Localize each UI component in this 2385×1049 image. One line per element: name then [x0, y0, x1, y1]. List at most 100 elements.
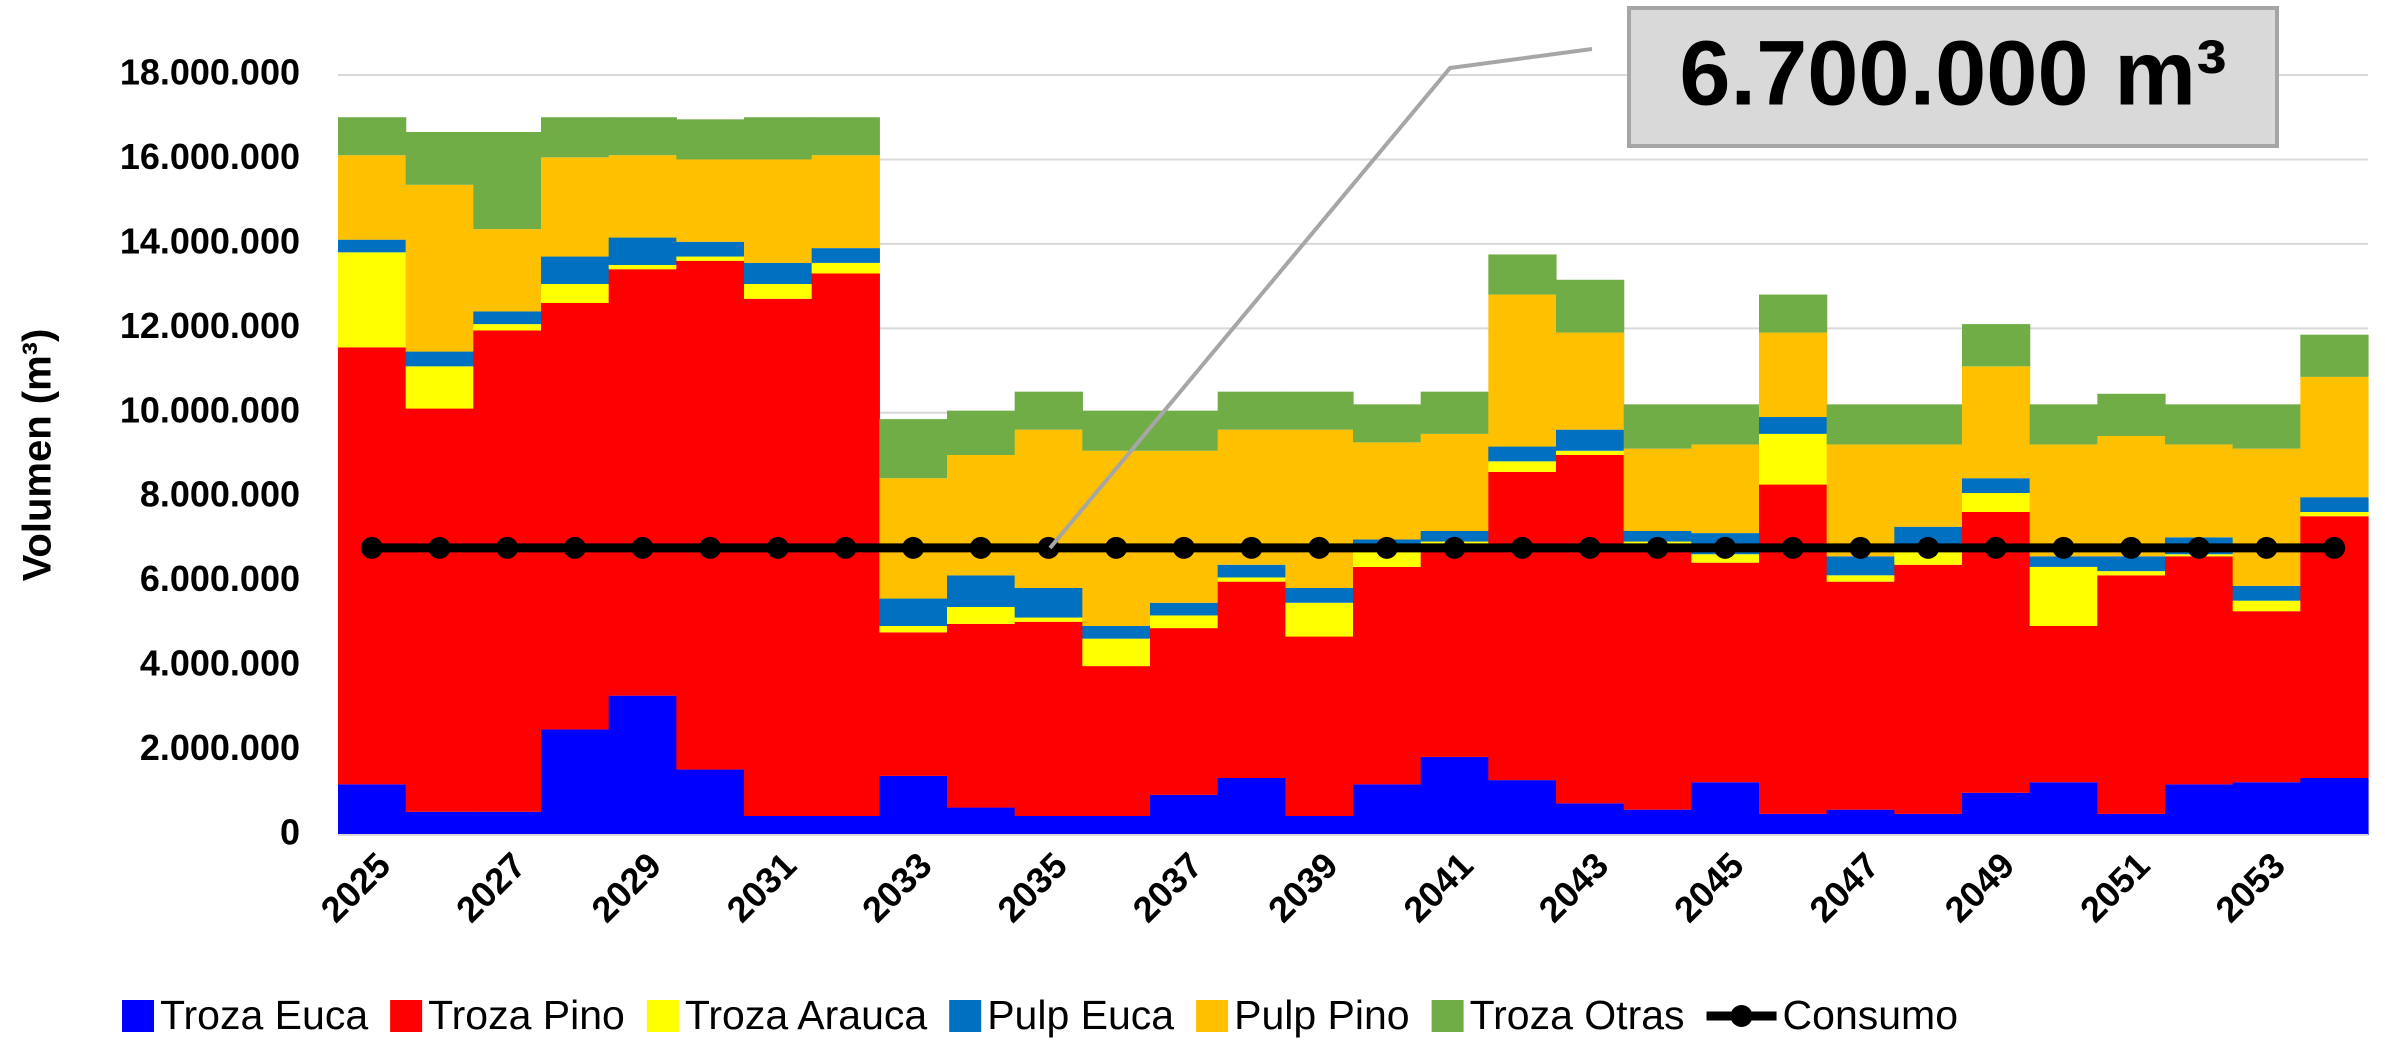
consumo-marker — [2187, 536, 2210, 559]
consumo-marker — [2323, 536, 2346, 559]
bar-segment — [811, 262, 880, 274]
bar-segment — [676, 256, 745, 261]
bar-segment — [1150, 602, 1219, 616]
bar-segment — [947, 807, 1016, 835]
bar-segment — [1962, 366, 2031, 479]
bar-segment — [541, 256, 610, 284]
bar-segment — [1962, 324, 2031, 367]
x-tick-label: 2025 — [313, 844, 399, 930]
bar-segment — [2300, 516, 2369, 778]
bar-segment — [1759, 484, 1828, 814]
bar-segment — [2232, 585, 2301, 601]
consumo-marker — [2120, 536, 2143, 559]
consumo-marker — [1984, 536, 2007, 559]
consumo-marker — [834, 536, 857, 559]
legend-label: Pulp Pino — [1234, 992, 1410, 1038]
bar-segment — [1488, 471, 1557, 781]
bar-segment — [1353, 566, 1422, 785]
bar-segment — [405, 408, 474, 812]
bar-segment — [1623, 531, 1692, 542]
legend-swatch — [949, 1000, 982, 1032]
bar-segment — [1217, 577, 1286, 582]
y-axis-label: Volumen (m³) — [16, 329, 60, 582]
consumo-marker — [1917, 536, 1940, 559]
bar-segment — [744, 284, 813, 299]
bar-segment — [1691, 562, 1760, 783]
bar-segment — [541, 284, 610, 303]
bar-segment — [1759, 813, 1828, 835]
bar-segment — [541, 117, 610, 158]
bar-segment — [1556, 279, 1625, 333]
bar-segment — [405, 811, 474, 835]
bar-segment — [2029, 556, 2098, 567]
bar-segment — [541, 157, 610, 257]
x-tick-label: 2051 — [2072, 844, 2158, 930]
bar-segment — [744, 816, 813, 835]
bar-segment — [2029, 566, 2098, 626]
legend-swatch — [1431, 1000, 1464, 1032]
y-tick-label: 16.000.000 — [120, 136, 300, 177]
bar-segment — [2300, 512, 2369, 517]
bar-segment — [811, 155, 880, 249]
bar-segment — [1691, 444, 1760, 534]
consumo-marker — [902, 536, 925, 559]
bar-segment — [2029, 782, 2098, 835]
bar-segment — [1150, 450, 1219, 603]
bar-segment — [947, 623, 1016, 808]
consumo-marker — [1511, 536, 1534, 559]
bar-segment — [1082, 816, 1151, 835]
bar-segment — [2029, 404, 2098, 445]
bar-segment — [2232, 600, 2301, 612]
bar-segment — [338, 252, 407, 348]
bar-segment — [473, 311, 542, 325]
consumo-marker — [766, 536, 789, 559]
bar-segment — [1420, 543, 1489, 757]
bar-segment — [2097, 436, 2166, 557]
bar-segment — [1894, 404, 1963, 445]
bar-segment — [2232, 404, 2301, 449]
bar-segment — [2097, 571, 2166, 576]
annotation-leader — [1048, 47, 1593, 550]
bar-segment — [473, 330, 542, 812]
consumo-marker — [631, 536, 654, 559]
x-tick-label: 2047 — [1801, 844, 1887, 930]
bar-segment — [1623, 543, 1692, 810]
bar-segment — [1285, 602, 1354, 637]
bar-segment — [1894, 813, 1963, 835]
bar-segment — [2165, 556, 2234, 785]
bar-segment — [1962, 792, 2031, 835]
y-tick-label: 6.000.000 — [140, 558, 300, 599]
bar-segment — [1556, 450, 1625, 455]
consumo-marker — [1240, 536, 1263, 559]
consumo-marker — [1714, 536, 1737, 559]
bar-segment — [1285, 429, 1354, 588]
bar-segment — [947, 575, 1016, 607]
consumo-marker — [2255, 536, 2278, 559]
x-tick-label: 2027 — [448, 844, 534, 930]
bar-segment — [1353, 442, 1422, 540]
bar-segment — [2097, 393, 2166, 436]
bar-segment — [811, 816, 880, 835]
legend-swatch — [1196, 1000, 1229, 1032]
bar-segment — [1894, 444, 1963, 527]
bar-segment — [541, 303, 610, 730]
bar-segment — [1420, 391, 1489, 434]
x-tick-label: 2043 — [1531, 844, 1617, 930]
bar-segment — [744, 117, 813, 160]
y-tick-label: 12.000.000 — [120, 305, 300, 346]
y-tick-label: 4.000.000 — [140, 643, 300, 684]
legend-label: Troza Arauca — [685, 992, 928, 1038]
bar-segment — [2165, 784, 2234, 835]
x-tick-label: 2035 — [989, 844, 1075, 930]
bar-segment — [1759, 332, 1828, 417]
bar-segment — [676, 241, 745, 257]
x-tick-label: 2049 — [1937, 844, 2023, 930]
bar-segment — [1488, 294, 1557, 447]
bar-segment — [473, 324, 542, 331]
bar-segment — [1217, 581, 1286, 778]
bar-segment — [2300, 376, 2369, 498]
consumo-marker — [1849, 536, 1872, 559]
bar-segment — [1014, 621, 1083, 816]
bar-segment — [338, 155, 407, 240]
